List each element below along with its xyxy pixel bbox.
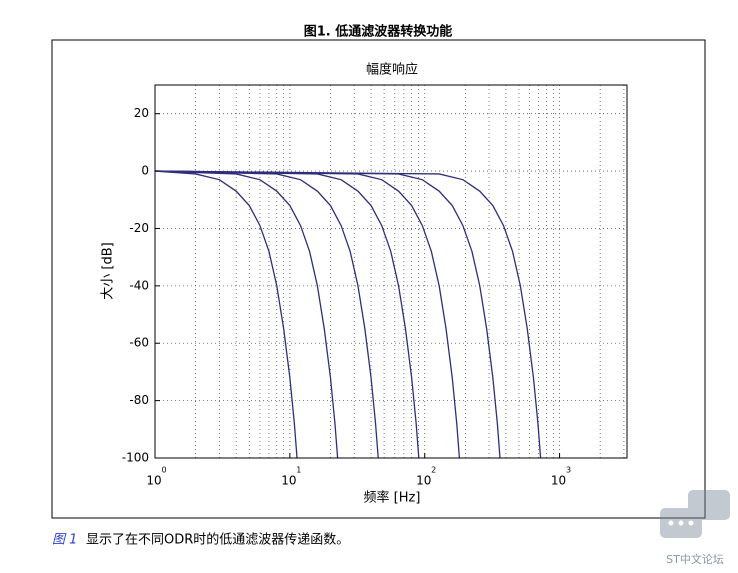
- y-axis-label: 大小 [dB]: [101, 242, 116, 299]
- y-tick-label: -60: [129, 336, 149, 350]
- series-line: [154, 170, 542, 459]
- x-tick-exponent: 2: [431, 466, 436, 475]
- x-tick-label: 10: [281, 474, 296, 488]
- series-line: [154, 170, 379, 459]
- x-tick-exponent: 1: [296, 466, 301, 475]
- series-line: [154, 170, 298, 459]
- figure-frame: [51, 39, 706, 519]
- series-line: [154, 170, 501, 459]
- watermark: ST中文论坛: [666, 552, 724, 566]
- figure-caption: 图1. 低通滤波器转换功能: [304, 24, 453, 40]
- series-line: [154, 170, 420, 459]
- plot-border: [154, 84, 628, 459]
- y-tick-label: -20: [129, 221, 149, 235]
- chart-title: 幅度响应: [366, 62, 418, 78]
- y-tick-label: 0: [141, 164, 149, 178]
- y-tick-label: 20: [134, 106, 149, 120]
- x-tick-exponent: 3: [566, 466, 571, 475]
- y-tick-label: -40: [129, 278, 149, 292]
- y-tick-label: -80: [129, 393, 149, 407]
- plot-area: [155, 85, 627, 458]
- series-line: [154, 170, 461, 459]
- watermark-icon: [660, 490, 730, 538]
- x-axis-label: 频率 [Hz]: [364, 490, 421, 506]
- x-tick-label: 10: [416, 474, 431, 488]
- x-tick-label: 10: [551, 474, 566, 488]
- series-line: [154, 170, 339, 459]
- body-text: 显示了在不同ODR时的低通滤波器传递函数。: [86, 532, 349, 548]
- y-tick-label: -100: [122, 451, 149, 465]
- x-tick-label: 10: [146, 474, 161, 488]
- figure-link[interactable]: 图 1: [52, 533, 77, 548]
- x-tick-exponent: 0: [161, 466, 166, 475]
